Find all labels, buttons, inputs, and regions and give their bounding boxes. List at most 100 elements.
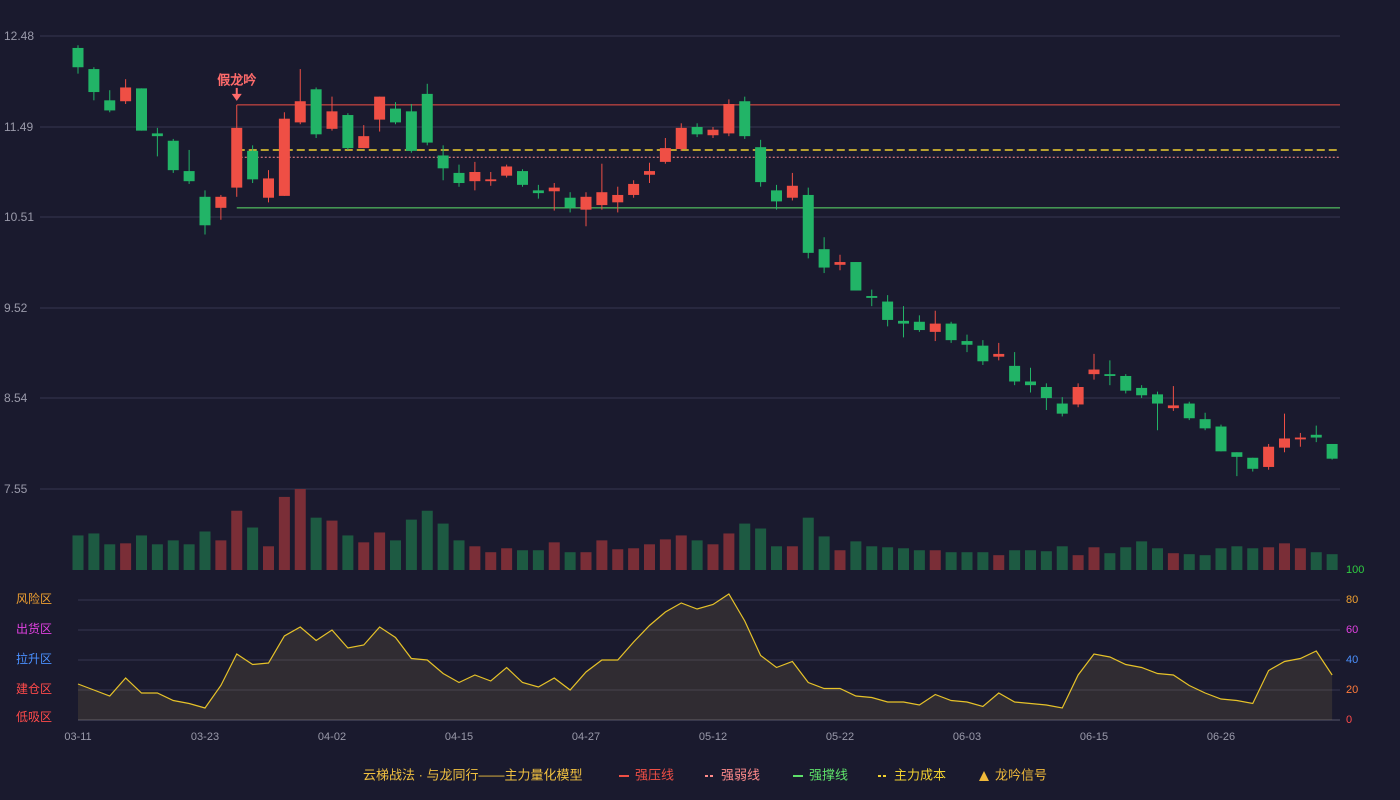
candle-body bbox=[913, 321, 925, 331]
volume-bar bbox=[1231, 546, 1243, 570]
volume-bar bbox=[548, 542, 560, 570]
candle-body bbox=[1167, 405, 1179, 409]
candle-body bbox=[390, 108, 401, 123]
candle-body bbox=[1294, 437, 1306, 440]
y-tick-label: 40 bbox=[1346, 654, 1358, 666]
candle-body bbox=[374, 96, 386, 120]
volume-bar bbox=[1040, 551, 1052, 570]
candle-body bbox=[1009, 365, 1021, 382]
y-tick-label: 12.48 bbox=[4, 29, 34, 43]
candle-body bbox=[342, 115, 354, 149]
x-tick-label: 03-11 bbox=[64, 731, 91, 743]
volume-bar bbox=[739, 523, 751, 570]
volume-bar bbox=[136, 535, 147, 570]
volume-bar bbox=[532, 550, 544, 570]
candle-body bbox=[564, 197, 576, 208]
volume-bar bbox=[659, 539, 671, 570]
volume-bar bbox=[628, 548, 640, 570]
legend-swatch bbox=[979, 771, 989, 781]
volume-bar bbox=[104, 544, 116, 570]
legend-label: 强撑线 bbox=[809, 767, 848, 782]
volume-bar bbox=[675, 535, 687, 570]
legend-label: 强压线 bbox=[635, 767, 674, 782]
volume-bar bbox=[215, 540, 227, 570]
candle-body bbox=[707, 129, 719, 136]
volume-bar bbox=[1215, 548, 1227, 570]
candle-body bbox=[691, 126, 703, 135]
volume-bar bbox=[358, 542, 370, 570]
candle-body bbox=[548, 187, 560, 192]
candle-body bbox=[532, 190, 544, 194]
volume-bar bbox=[294, 489, 306, 570]
candle-body bbox=[88, 69, 100, 93]
volume-bar bbox=[231, 510, 243, 570]
candle-body bbox=[247, 150, 259, 180]
volume-bar bbox=[1294, 548, 1306, 570]
candle-body bbox=[469, 171, 481, 182]
legend-title: 云梯战法 · 与龙同行——主力量化模型 bbox=[363, 767, 583, 782]
volume-bar bbox=[802, 517, 814, 570]
volume-bar bbox=[866, 546, 878, 570]
legend-label: 强弱线 bbox=[721, 767, 760, 782]
legend-label: 主力成本 bbox=[894, 767, 946, 782]
candle-body bbox=[405, 111, 417, 151]
volume-bar bbox=[564, 552, 576, 570]
candle-body bbox=[485, 179, 497, 182]
volume-bar bbox=[1088, 547, 1100, 570]
candle-body bbox=[945, 323, 957, 341]
volume-bar bbox=[421, 510, 433, 570]
candle-body bbox=[437, 155, 449, 169]
zone-label: 出货区 bbox=[16, 621, 52, 636]
candle-body bbox=[151, 133, 163, 137]
candle-body bbox=[866, 296, 878, 298]
volume-bar bbox=[1310, 552, 1322, 570]
volume-bar bbox=[310, 517, 322, 570]
candle-body bbox=[167, 140, 179, 171]
volume-bar bbox=[390, 540, 401, 570]
volume-bar bbox=[120, 543, 132, 570]
volume-bar bbox=[580, 552, 592, 570]
y-tick-label: 0 bbox=[1346, 714, 1352, 726]
candle-body bbox=[1199, 419, 1211, 429]
volume-bar bbox=[1009, 550, 1021, 570]
zone-label: 低吸区 bbox=[16, 710, 52, 724]
y-tick-label: 11.49 bbox=[4, 120, 33, 134]
candle-body bbox=[1231, 452, 1243, 457]
volume-bar bbox=[755, 528, 767, 570]
candle-body bbox=[72, 47, 84, 68]
candle-body bbox=[1152, 394, 1163, 404]
volume-bar bbox=[818, 536, 830, 570]
x-tick-label: 04-15 bbox=[445, 731, 473, 743]
x-tick-label: 04-27 bbox=[572, 731, 600, 743]
y-tick-label: 100 bbox=[1346, 564, 1364, 576]
candle-body bbox=[310, 89, 322, 135]
candle-body bbox=[263, 178, 274, 198]
volume-bar bbox=[485, 552, 497, 570]
volume-bar bbox=[88, 533, 100, 570]
volume-bar bbox=[199, 531, 211, 570]
volume-bar bbox=[977, 552, 989, 570]
volume-bar bbox=[453, 540, 465, 570]
candle-body bbox=[786, 185, 798, 198]
candle-body bbox=[120, 87, 132, 102]
candle-body bbox=[850, 262, 862, 291]
y-tick-label: 20 bbox=[1346, 684, 1358, 696]
candle-body bbox=[1040, 387, 1052, 399]
volume-bar bbox=[151, 544, 163, 570]
volume-bar bbox=[929, 550, 941, 570]
candle-body bbox=[501, 166, 513, 176]
volume-bar bbox=[1167, 553, 1179, 570]
zone-label: 建仓区 bbox=[16, 682, 52, 696]
volume-bar bbox=[263, 546, 274, 570]
candle-body bbox=[1263, 446, 1275, 467]
volume-bar bbox=[834, 550, 846, 570]
candle-body bbox=[659, 148, 671, 162]
volume-bar bbox=[278, 496, 290, 570]
volume-bar bbox=[898, 548, 909, 570]
candle-body bbox=[612, 194, 624, 203]
volume-bar bbox=[707, 544, 719, 570]
volume-bar bbox=[1056, 546, 1068, 570]
candle-body bbox=[1215, 426, 1227, 452]
candle-body bbox=[294, 101, 306, 123]
